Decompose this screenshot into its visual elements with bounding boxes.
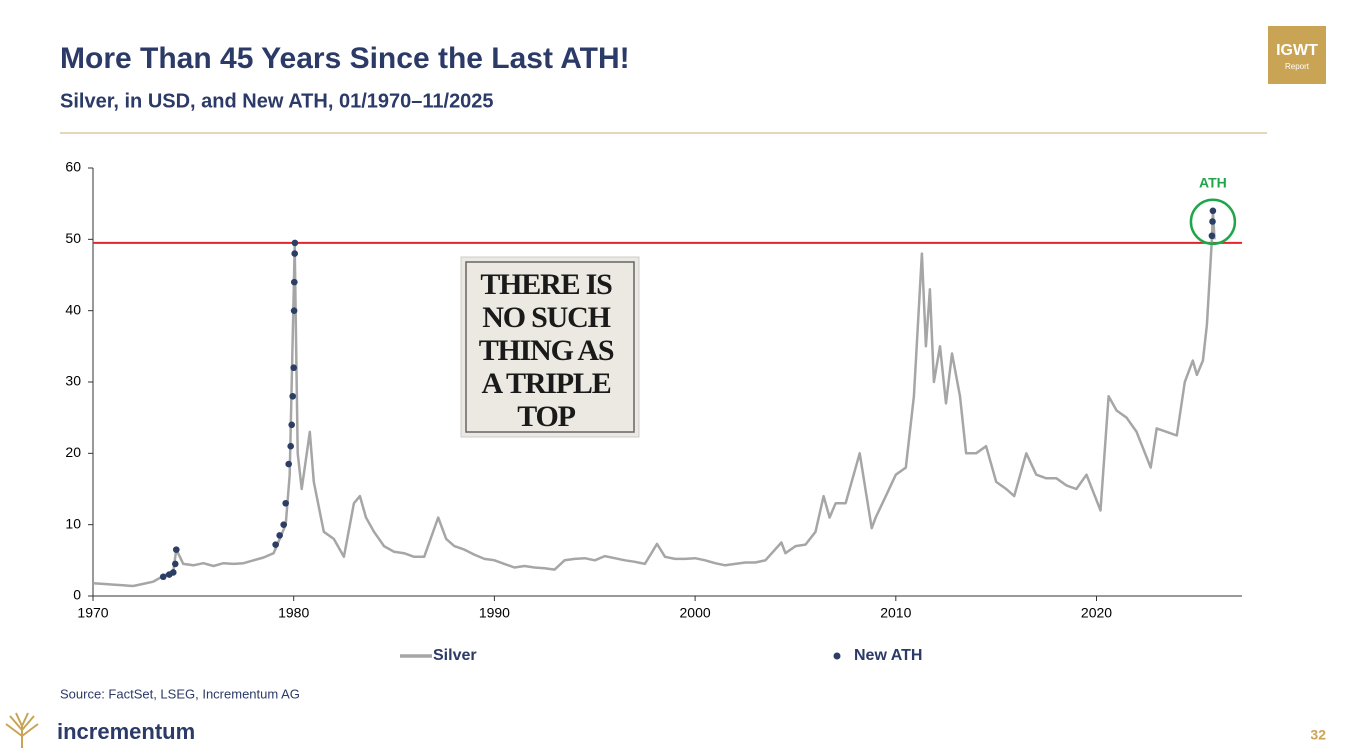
legend-label: Silver — [433, 647, 477, 664]
plot: 0 10 20 30 40 50 60 1970 1980 1990 2000 2010 2020 ATH… — [65, 159, 1242, 664]
dot — [1208, 232, 1216, 240]
legend-label: New ATH — [854, 647, 922, 664]
dot — [159, 573, 167, 581]
dot — [272, 541, 279, 548]
dot — [290, 364, 298, 372]
dot — [171, 560, 179, 568]
dot — [276, 532, 283, 539]
callout-line: TOP — [517, 400, 575, 433]
callout-box — [460, 256, 640, 438]
dot — [291, 250, 299, 257]
callout-frame — [465, 261, 635, 433]
dot — [291, 239, 299, 247]
y-tick-label: 60 — [65, 159, 81, 175]
y-tick-label: 10 — [65, 515, 81, 531]
brand-logo — [5, 712, 39, 748]
brand: incrementum — [57, 719, 195, 744]
dot — [169, 569, 177, 576]
x-tick-label: 1980 — [278, 605, 309, 621]
dot — [289, 392, 296, 400]
dot — [285, 460, 292, 468]
dot — [290, 307, 298, 314]
y-tick-label: 30 — [65, 373, 81, 389]
dot — [287, 442, 294, 450]
x-tick-label: 2010 — [880, 605, 911, 621]
x-tick-label: 1970 — [77, 605, 108, 621]
callout-line: THING AS — [479, 334, 614, 367]
dot — [280, 521, 287, 528]
title: More Than 45 Years Since the Last ATH! — [60, 42, 630, 75]
badge — [1268, 26, 1326, 84]
subtitle: Silver, in USD, and New ATH, 01/1970–11/… — [60, 90, 494, 112]
callout-line: THERE IS — [480, 268, 612, 301]
line — [92, 209, 1216, 588]
dot — [1209, 207, 1217, 215]
legend-marker — [833, 652, 841, 660]
callout-line: A TRIPLE — [481, 367, 610, 400]
ath-circle — [1189, 198, 1237, 246]
x-tick-label: 2000 — [680, 605, 711, 621]
badge-title: IGWT — [1276, 42, 1318, 59]
y-tick-label: 0 — [73, 587, 81, 603]
dot — [172, 546, 180, 553]
badge-subtitle: Report — [1285, 62, 1310, 71]
page-number: 32 — [1310, 727, 1326, 743]
y-tick-label: 50 — [65, 230, 81, 246]
callout-line: NO SUCH — [482, 301, 610, 334]
dot — [288, 421, 295, 429]
dot — [291, 278, 298, 286]
x-tick-label: 1990 — [479, 605, 510, 621]
y-tick-label: 40 — [65, 301, 81, 317]
dot — [1209, 218, 1216, 225]
x-tick-label: 2020 — [1081, 605, 1112, 621]
source: Source: FactSet, LSEG, Incrementum AG — [60, 686, 300, 701]
ath-label: ATH — [1199, 175, 1227, 191]
y-tick-label: 20 — [65, 444, 81, 460]
dot — [282, 499, 289, 507]
